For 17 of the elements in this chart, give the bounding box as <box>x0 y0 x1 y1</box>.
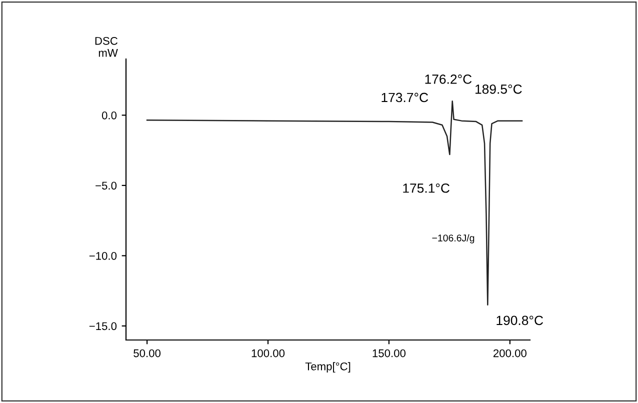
x-tick-label: 200.00 <box>493 349 526 358</box>
x-tick-label: 50.00 <box>134 349 161 358</box>
y-tick-label: −5.0 <box>96 182 117 190</box>
y-tick-label: −15.0 <box>89 322 117 330</box>
annotation: 190.8°C <box>496 316 544 326</box>
annotation: 189.5°C <box>476 84 522 94</box>
line-series <box>146 100 523 306</box>
y-tick-label: 0.0 <box>102 111 117 120</box>
annotation: −106.6J/g <box>432 234 474 244</box>
x-tick-label: 100.00 <box>252 349 285 358</box>
x-axis-title: Temp[°C] <box>305 362 350 373</box>
y-axis-title: DSC mW <box>95 36 118 57</box>
annotation: 175.1°C <box>403 183 450 193</box>
x-tick-label: 150.00 <box>372 349 406 358</box>
y-tick-label: −10.0 <box>89 252 117 260</box>
annotation: 173.7°C <box>382 92 428 102</box>
annotation: 176.2°C <box>425 74 472 84</box>
